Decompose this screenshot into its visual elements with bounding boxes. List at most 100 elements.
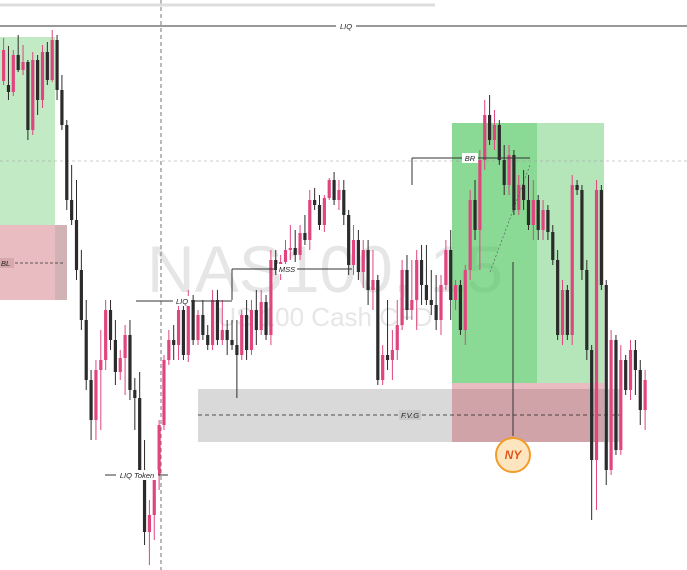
- candle-body: [497, 125, 501, 160]
- candle-body: [488, 115, 492, 140]
- candle-body: [381, 355, 385, 380]
- candle-body: [274, 260, 278, 270]
- candle-body: [434, 305, 438, 320]
- candle-body: [429, 300, 433, 305]
- candle-body: [138, 398, 142, 470]
- candle-body: [619, 360, 623, 450]
- ny-session-marker[interactable]: NY: [495, 437, 531, 473]
- candle-body: [313, 200, 317, 205]
- candle-body: [2, 50, 6, 81]
- candle-body: [89, 380, 93, 420]
- liq-label: LIQ: [176, 297, 188, 306]
- candle-body: [570, 185, 574, 335]
- candle-body: [473, 200, 477, 230]
- candle-body: [293, 248, 297, 255]
- candle-body: [638, 370, 642, 410]
- candle-body: [327, 180, 331, 198]
- fvg-label: F.V.G: [401, 411, 419, 420]
- candle-body: [560, 290, 565, 335]
- candle-body: [419, 260, 424, 285]
- green-zone-right-light: [537, 123, 604, 383]
- candle-body: [308, 200, 312, 240]
- candle-body: [70, 200, 74, 220]
- candle-body: [512, 155, 516, 210]
- candle-body: [526, 200, 531, 225]
- candle-body: [288, 248, 292, 250]
- candle-body: [113, 340, 117, 372]
- candle-body: [614, 340, 618, 450]
- candle-body: [371, 280, 375, 290]
- candle-body: [590, 350, 594, 460]
- red-zone-left-gray: [55, 225, 67, 300]
- candles: [2, 30, 647, 565]
- candle-body: [60, 90, 64, 125]
- candle-body: [556, 260, 560, 335]
- candle-body: [507, 155, 511, 185]
- candle-body: [643, 380, 647, 410]
- candle-body: [201, 315, 205, 335]
- candle-body: [585, 270, 589, 350]
- candle-body: [254, 310, 258, 330]
- candle-body: [594, 190, 599, 460]
- candle-body: [502, 160, 506, 185]
- candle-body: [347, 215, 351, 265]
- candle-body: [16, 55, 20, 70]
- candle-body: [240, 315, 244, 355]
- ny-label: NY: [505, 448, 523, 462]
- candle-body: [269, 260, 273, 335]
- candle-body: [536, 200, 540, 230]
- candle-body: [580, 190, 584, 270]
- candle-body: [196, 315, 200, 340]
- candle-body: [157, 425, 161, 475]
- zones: [0, 37, 621, 442]
- candle-body: [79, 270, 83, 320]
- candle-body: [55, 40, 59, 90]
- candle-body: [385, 355, 390, 360]
- watermark-name: US 100 Cash CFD: [217, 302, 432, 332]
- candle-body: [322, 198, 326, 225]
- candle-body: [11, 55, 15, 92]
- candle-body: [283, 250, 288, 262]
- candle-body: [390, 350, 394, 360]
- candle-body: [303, 233, 307, 240]
- mss-label: MSS: [279, 265, 295, 274]
- candle-body: [94, 370, 98, 420]
- candle-body: [604, 285, 608, 470]
- candle-body: [104, 310, 108, 360]
- candle-body: [99, 360, 103, 370]
- candle-body: [259, 302, 263, 330]
- candle-body: [492, 125, 497, 140]
- candle-body: [40, 52, 45, 100]
- candle-body: [541, 210, 545, 230]
- candle-body: [36, 60, 40, 100]
- candle-body: [298, 233, 302, 255]
- candle-body: [45, 52, 49, 80]
- candle-body: [264, 302, 268, 335]
- candle-body: [575, 185, 579, 190]
- candle-body: [133, 390, 137, 398]
- candle-body: [522, 185, 526, 200]
- red-zone-right: [452, 383, 604, 442]
- candle-body: [167, 340, 171, 360]
- candle-body: [152, 475, 156, 515]
- candle-body: [337, 190, 341, 200]
- candle-body: [546, 210, 550, 232]
- candle-body: [220, 330, 224, 340]
- candle-body: [565, 290, 569, 335]
- candle-body: [356, 240, 360, 272]
- candle-body: [405, 270, 409, 310]
- candle-body: [332, 180, 336, 200]
- liq-token-label: LIQ Token: [120, 471, 154, 480]
- green-zone-right-dark: [452, 123, 537, 383]
- br-label: BR: [465, 154, 476, 163]
- candle-body: [31, 60, 35, 130]
- candle-body: [181, 310, 186, 355]
- candle-body: [415, 260, 419, 300]
- candle-body: [410, 300, 414, 310]
- candle-body: [74, 220, 79, 270]
- ny-circle[interactable]: [495, 437, 531, 473]
- candle-body: [249, 310, 254, 350]
- candle-body: [361, 250, 365, 272]
- candle-body: [26, 62, 30, 130]
